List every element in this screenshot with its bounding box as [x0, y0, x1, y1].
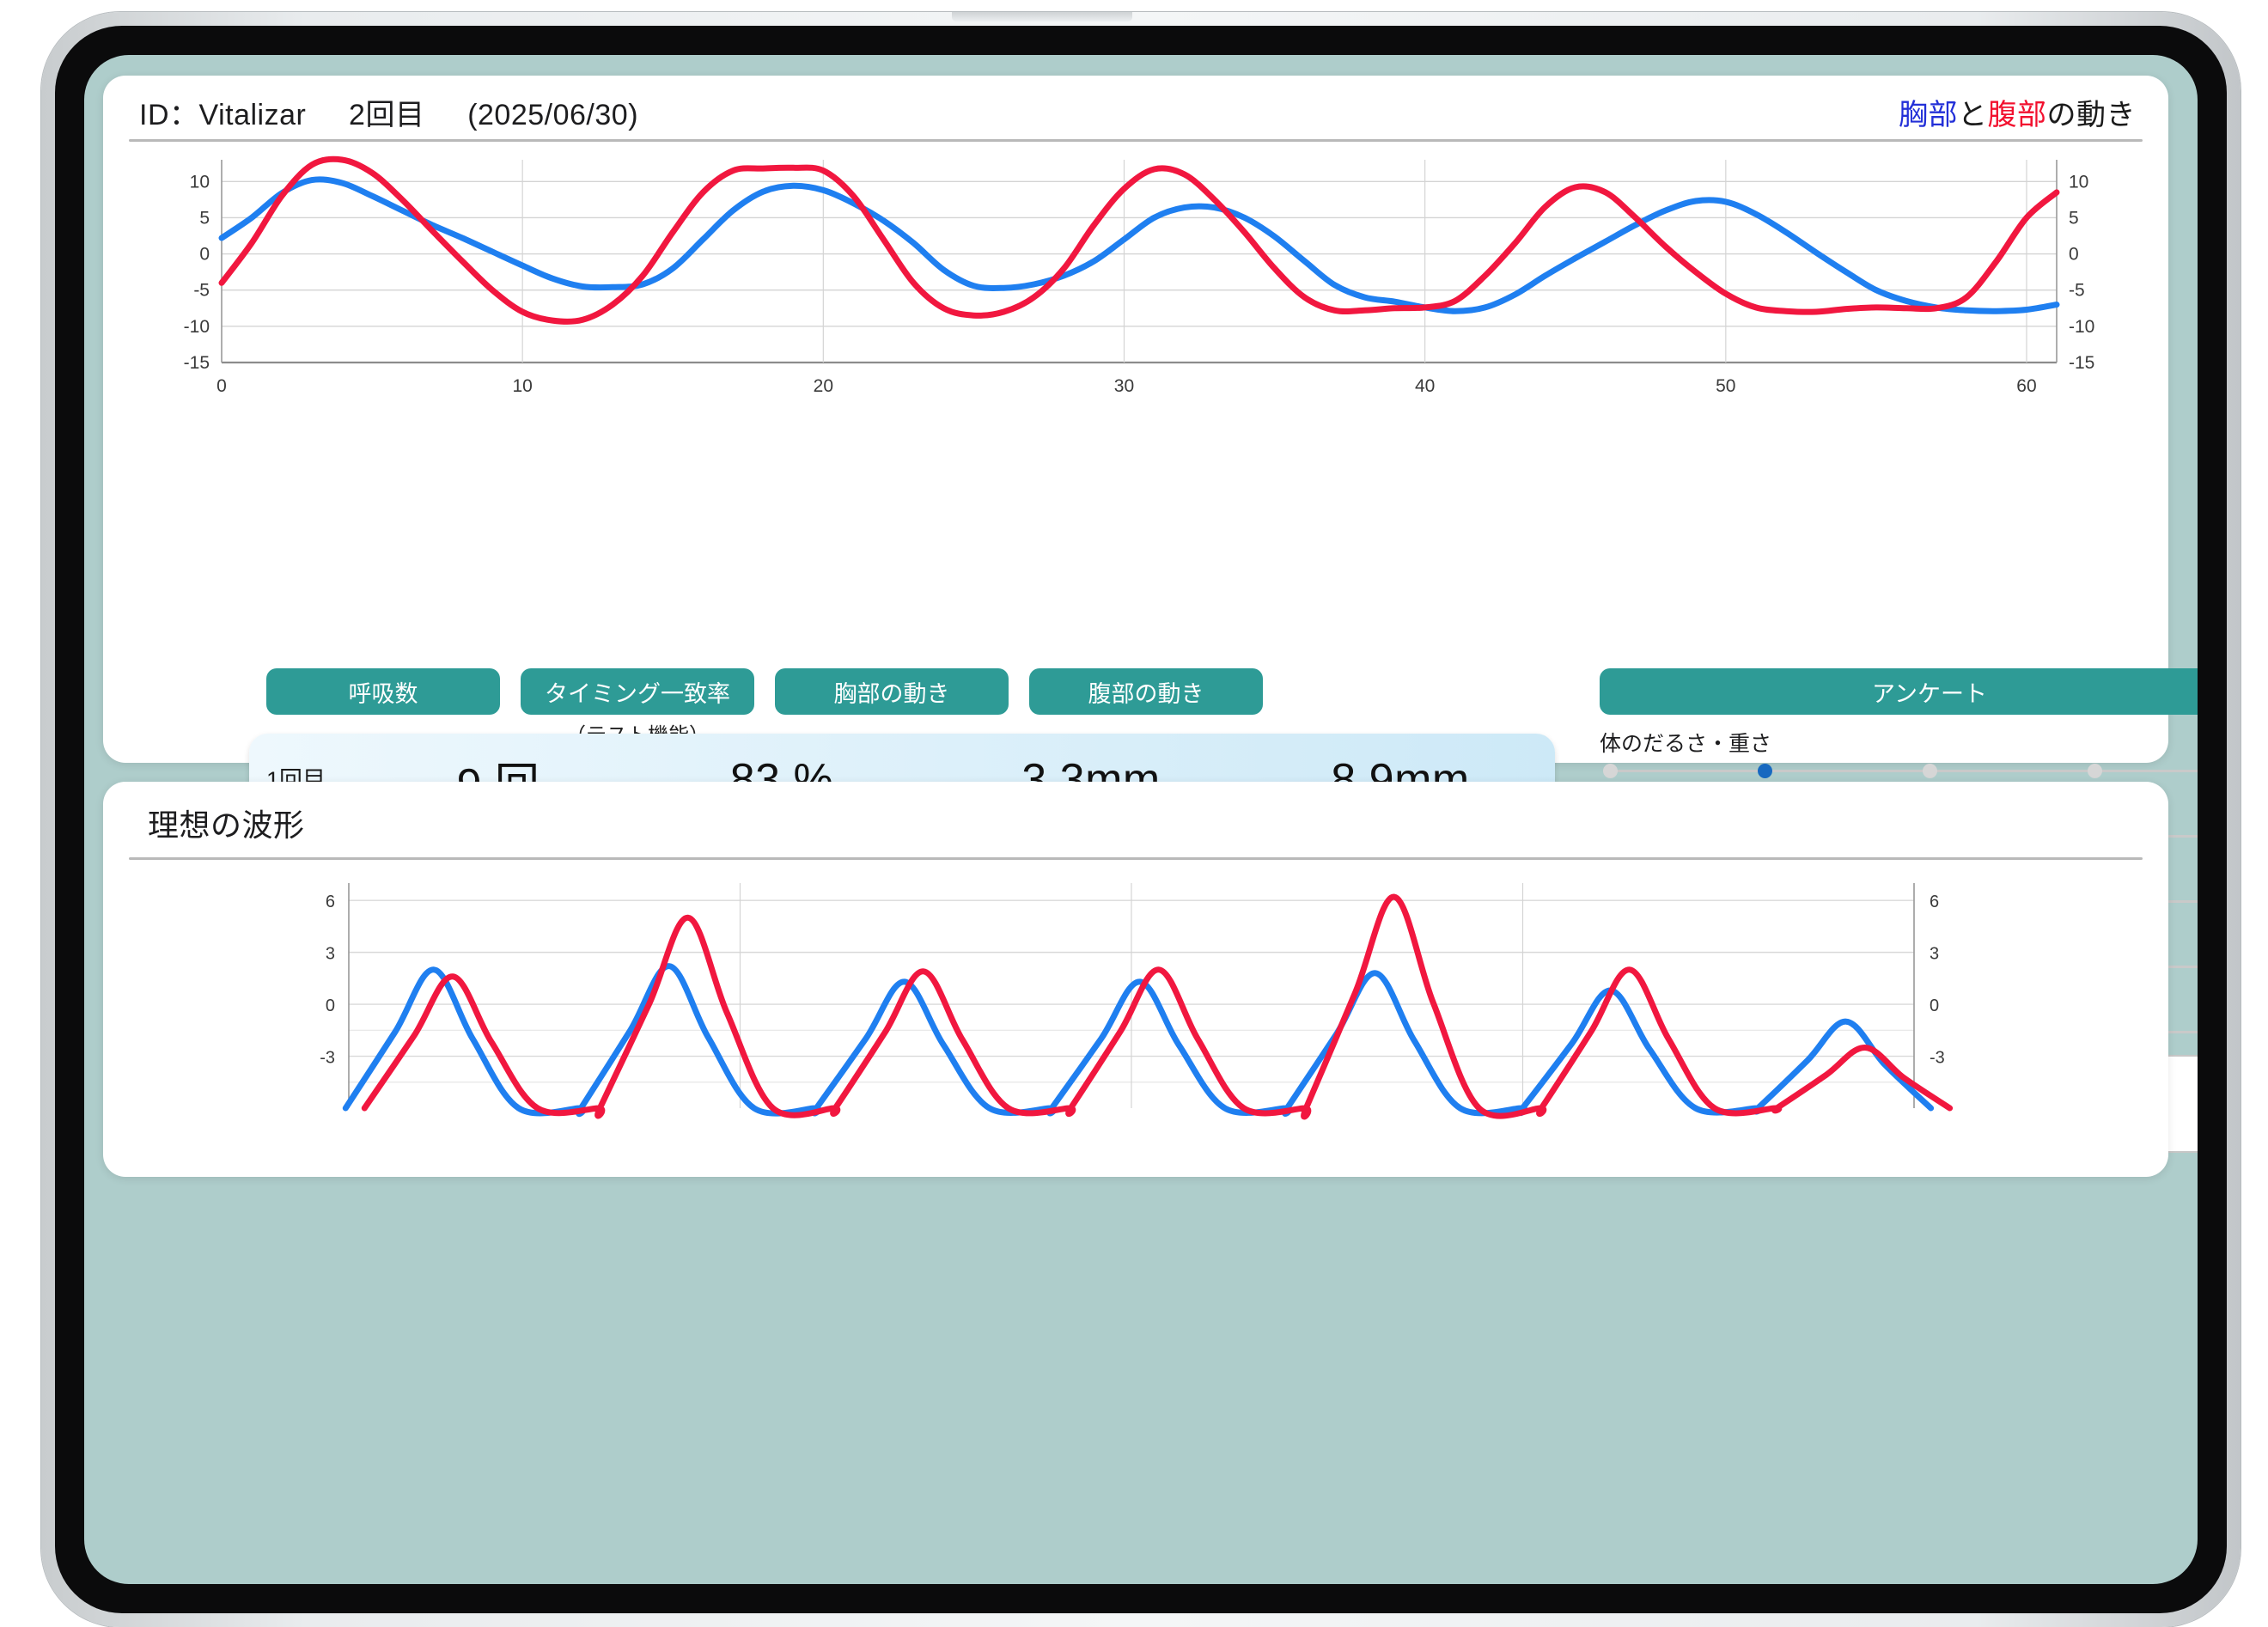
chart-title-abdomen: 腹部	[1987, 99, 2047, 131]
patient-session-info: ID：Vitalizar 2回目 (2025/06/30)	[139, 91, 638, 133]
svg-text:0: 0	[1930, 996, 1939, 1015]
slider-dot[interactable]	[1603, 764, 1618, 778]
slider-track	[1610, 770, 2198, 772]
svg-text:30: 30	[1114, 376, 1134, 396]
svg-text:-10: -10	[2069, 317, 2094, 337]
survey-item-label: 体のだるさ・重さ	[1600, 732, 1772, 756]
metric-button-timing-match-rate[interactable]: タイミング一致率	[521, 668, 754, 715]
chart-title-conj: と	[1958, 99, 1988, 131]
svg-text:-5: -5	[193, 281, 210, 301]
svg-text:3: 3	[1930, 945, 1939, 964]
svg-text:-3: -3	[1930, 1049, 1945, 1068]
svg-text:0: 0	[199, 245, 210, 265]
svg-text:-10: -10	[184, 317, 210, 337]
header-divider	[129, 139, 2143, 142]
svg-text:-15: -15	[2069, 353, 2094, 373]
slider-dot[interactable]	[1923, 764, 1937, 778]
breathing-waveform-chart: 10 10 5 5 0 0 -5 -5 -10 -10 -15 -15 0 10 20 30 40 50 60	[129, 148, 2143, 397]
main-card-header: ID：Vitalizar 2回目 (2025/06/30) 胸部と腹部の動き	[103, 76, 2168, 142]
survey-item: 体のだるさ・重さ	[1600, 727, 2198, 780]
svg-text:5: 5	[2069, 208, 2079, 228]
tablet-bezel: ID：Vitalizar 2回目 (2025/06/30) 胸部と腹部の動き 1…	[55, 26, 2227, 1613]
svg-text:-15: -15	[184, 353, 210, 373]
svg-text:10: 10	[512, 376, 532, 396]
main-measurement-card: ID：Vitalizar 2回目 (2025/06/30) 胸部と腹部の動き 1…	[103, 76, 2198, 1153]
survey-slider[interactable]	[1600, 761, 2198, 780]
svg-text:10: 10	[190, 172, 210, 192]
svg-text:60: 60	[2016, 376, 2036, 396]
svg-text:40: 40	[1415, 376, 1435, 396]
ideal-waveform-card: 理想の波形 6 6 3 3 0 0 -3 -3	[103, 782, 2168, 1177]
svg-text:0: 0	[2069, 245, 2079, 265]
slider-dot[interactable]	[2088, 764, 2102, 778]
chart-title-chest: 胸部	[1899, 99, 1958, 131]
tablet-screen: ID：Vitalizar 2回目 (2025/06/30) 胸部と腹部の動き 1…	[84, 55, 2198, 1584]
metric-button-respiration-rate[interactable]: 呼吸数	[266, 668, 500, 715]
survey-header[interactable]: アンケート	[1600, 668, 2198, 715]
metric-button-abdomen-movement[interactable]: 腹部の動き	[1029, 668, 1263, 715]
ideal-waveform-chart: 6 6 3 3 0 0 -3 -3	[129, 868, 2143, 1125]
ideal-header-divider	[129, 857, 2143, 860]
svg-text:0: 0	[216, 376, 227, 396]
svg-text:10: 10	[2069, 172, 2088, 192]
chart-title: 胸部と腹部の動き	[1899, 91, 2136, 133]
patient-id: ID：Vitalizar	[139, 99, 307, 131]
slider-dot[interactable]	[1758, 764, 1772, 778]
tablet-top-button[interactable]	[952, 12, 1132, 21]
session-number: 2回目	[349, 99, 425, 131]
svg-text:3: 3	[326, 945, 335, 964]
svg-text:6: 6	[326, 893, 335, 911]
tablet-frame: ID：Vitalizar 2回目 (2025/06/30) 胸部と腹部の動き 1…	[41, 12, 2241, 1627]
chart-title-suffix: の動き	[2046, 99, 2136, 131]
svg-text:5: 5	[199, 208, 210, 228]
svg-text:20: 20	[814, 376, 833, 396]
svg-text:-3: -3	[320, 1049, 335, 1068]
metric-button-row: 呼吸数 タイミング一致率 胸部の動き 腹部の動き （テスト機能）	[266, 668, 1383, 747]
svg-text:0: 0	[326, 996, 335, 1015]
svg-text:6: 6	[1930, 893, 1939, 911]
metric-button-chest-movement[interactable]: 胸部の動き	[775, 668, 1009, 715]
svg-text:50: 50	[1716, 376, 1735, 396]
ideal-panel-title: 理想の波形	[148, 807, 305, 843]
svg-text:-5: -5	[2069, 281, 2085, 301]
measurement-date: (2025/06/30)	[467, 99, 639, 131]
